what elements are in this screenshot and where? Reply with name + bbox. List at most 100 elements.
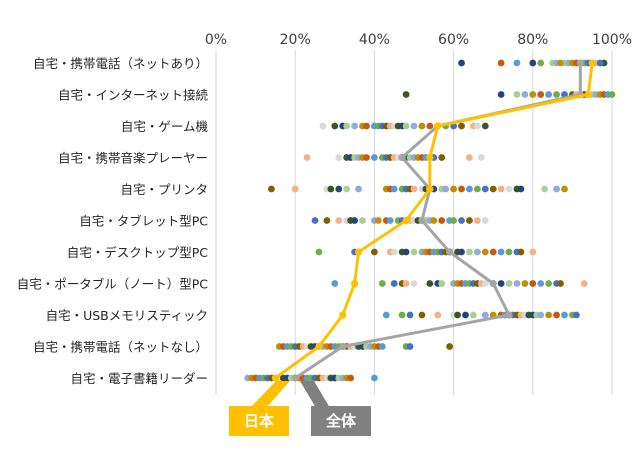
country-dot [561,185,568,193]
country-dot [390,280,398,287]
x-tick-label: 100% [592,32,632,48]
series-point [315,342,323,351]
series-callouts: 日本 全体 [229,381,371,436]
series-point [434,122,442,130]
country-dot [458,217,465,224]
country-dot [363,122,370,130]
country-dot [505,185,513,193]
country-dot [477,154,485,161]
country-dot [347,374,355,382]
country-dot [371,154,378,161]
category-label: 自宅・ポータブル（ノート）型PC [17,277,209,292]
country-dot [561,311,568,319]
country-dot [378,280,386,287]
country-dot [450,185,457,193]
country-dot [473,248,481,256]
country-dot [426,280,434,287]
country-dot [466,217,473,224]
country-dot [458,185,465,193]
country-dot [438,280,446,287]
country-dot [505,248,513,256]
country-dot [481,280,489,287]
country-dot [268,185,275,193]
country-dot [505,280,513,287]
category-label: 自宅・タブレット型PC [79,214,208,229]
series-point [426,153,434,162]
series-point [588,59,596,67]
country-dot [343,185,351,193]
country-dot [537,91,545,98]
country-dot [537,280,545,287]
country-dot [497,185,505,193]
country-dot [529,59,537,67]
country-dot [497,59,505,67]
country-dot [481,248,489,256]
country-dot [442,185,450,193]
country-dot [371,374,378,382]
series-point [271,374,279,382]
country-dot [517,185,525,193]
country-dots [244,59,616,382]
country-dot [311,217,319,224]
country-dot [410,122,418,130]
country-dot [473,217,481,224]
country-dot [466,185,473,193]
country-dot [466,248,473,256]
country-dot [315,248,323,256]
category-label: 自宅・USBメモリスティック [46,308,208,323]
country-dot [410,280,418,287]
japan-callout-label: 日本 [244,412,274,430]
country-dot [351,122,358,130]
country-dot [410,248,418,256]
country-dot [517,248,525,256]
country-dot [545,91,553,98]
country-dot [323,217,331,224]
country-dot [438,217,446,224]
category-label: 自宅・携帯電話（ネットなし） [33,340,208,355]
country-dot [473,185,481,193]
country-dot [398,311,406,319]
country-dot [470,311,477,319]
series-point [398,153,406,162]
country-dot [497,280,505,287]
country-dot [458,122,465,130]
series-lines [271,59,596,382]
country-dot [402,248,410,256]
country-dot [557,59,564,67]
country-dot [331,122,339,130]
country-dot [521,91,529,98]
country-dot [521,280,529,287]
country-dot [355,185,362,193]
category-label: 自宅・携帯電話（ネットあり） [33,56,208,71]
country-dot [529,248,537,256]
country-dot [351,217,358,224]
country-dot [481,122,489,130]
country-dot [608,91,616,98]
series-point [505,311,513,319]
x-tick-label: 0% [205,32,227,48]
series-point [351,279,359,288]
series-point [354,248,363,256]
series-point [291,374,299,382]
series-point [426,185,434,193]
country-dot [378,343,386,350]
series-point [339,342,347,351]
country-dot [497,248,505,256]
country-dot [596,59,604,67]
country-dot [402,122,410,130]
series-point [446,248,454,256]
country-dot [545,280,553,287]
series-point [402,216,410,225]
country-dot [529,91,537,98]
country-dot [343,122,351,130]
x-axis-ticks: 0% 20% 40% 60% 80% 100% [205,32,632,48]
country-dot [434,311,442,319]
japan-callout-pointer [250,381,290,408]
country-dot [410,185,418,193]
country-dot [438,154,446,161]
country-dot [513,59,521,67]
country-dot [529,280,537,287]
category-label: 自宅・携帯音楽プレーヤー [58,151,208,166]
country-dot [303,154,311,161]
